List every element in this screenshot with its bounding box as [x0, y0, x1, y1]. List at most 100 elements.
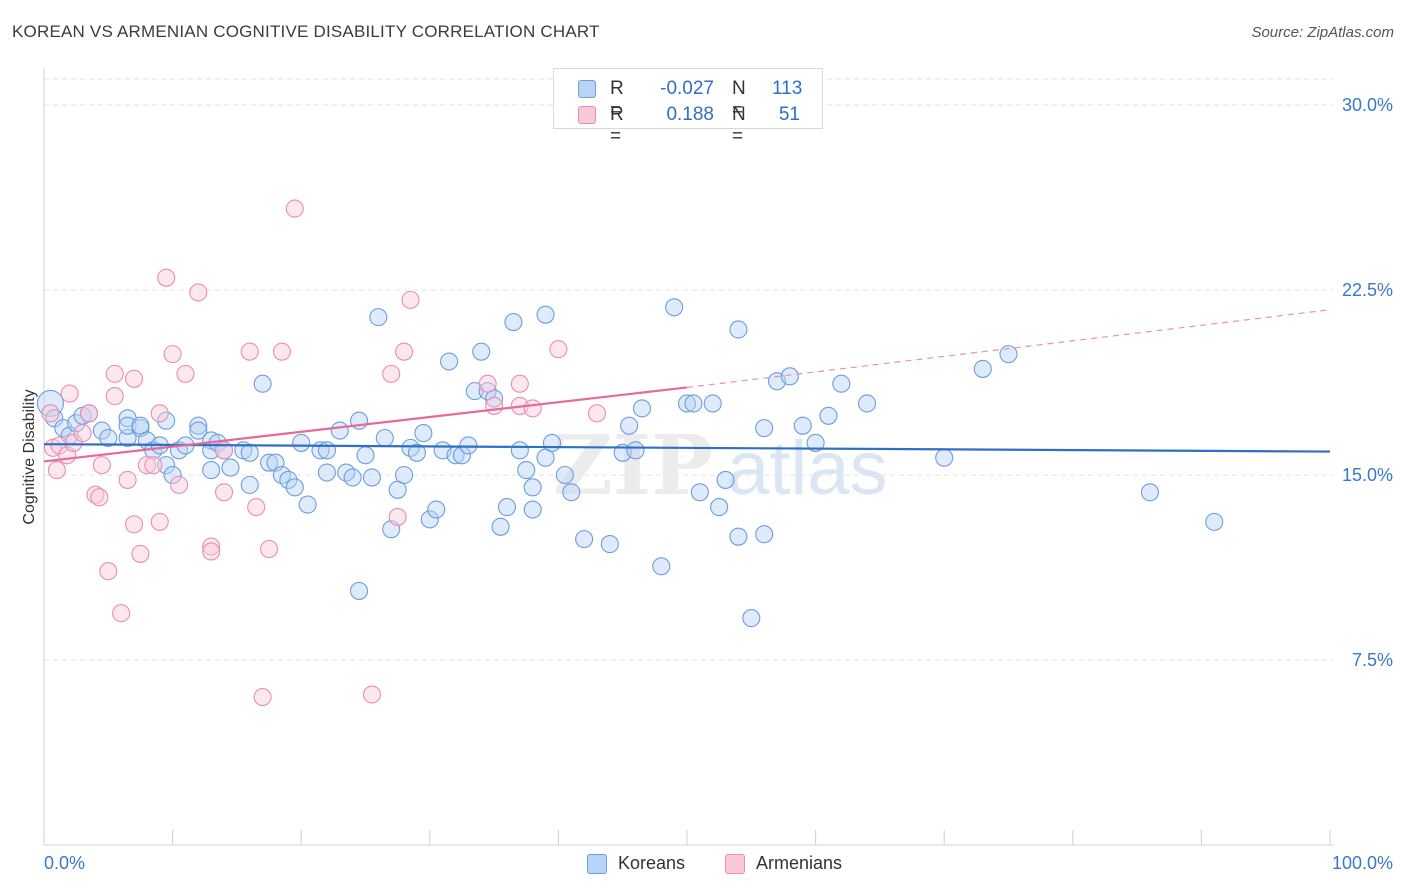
armenian-point: [362, 685, 381, 704]
armenian-point: [272, 342, 291, 361]
n-label: N =: [732, 104, 746, 147]
korean-point: [857, 394, 877, 413]
armenian-trend-line: [43, 386, 688, 463]
korean-point: [317, 463, 336, 482]
armenian-point: [478, 374, 497, 393]
watermark-zip: ZIP: [553, 418, 713, 514]
korean-point: [729, 527, 748, 546]
korean-point: [157, 456, 176, 475]
korean-point: [504, 313, 523, 332]
korean-point: [832, 374, 851, 393]
n-value: 51: [778, 104, 800, 125]
korean-point: [157, 411, 176, 430]
korean-point: [665, 298, 684, 317]
armenian-point: [64, 433, 83, 452]
korean-point: [279, 470, 298, 489]
korean-point: [292, 433, 311, 452]
korean-point: [652, 557, 671, 576]
armenian-point: [523, 399, 542, 418]
armenian-point: [79, 404, 99, 423]
korean-point: [330, 421, 349, 440]
korean-point: [317, 441, 336, 460]
x-ticks: [43, 830, 1331, 845]
armenian-point: [169, 475, 189, 494]
armenian-point: [60, 384, 79, 403]
armenian-point: [382, 364, 401, 383]
armenian-point: [41, 404, 60, 423]
korean-point: [118, 428, 137, 448]
armenian-point: [485, 396, 504, 415]
y-tick-labels: 7.5% 15.0% 22.5% 30.0%: [1342, 95, 1393, 670]
korean-point: [562, 483, 581, 502]
armenian-point: [285, 199, 304, 218]
armenian-point: [510, 374, 529, 393]
korean-point: [780, 367, 799, 386]
r-label: R =: [610, 104, 624, 147]
armenian-point: [202, 537, 221, 556]
korean-point: [259, 453, 279, 472]
korean-point: [369, 308, 388, 327]
r-value: -0.027: [660, 78, 714, 99]
y-tick-label: 7.5%: [1352, 650, 1393, 670]
n-value: 113: [772, 78, 803, 99]
korean-point: [343, 468, 362, 487]
korean-point: [240, 443, 259, 462]
korean-point: [632, 399, 652, 418]
korean-point: [253, 374, 272, 393]
armenian-point: [144, 456, 163, 475]
armenian-point: [253, 687, 272, 707]
armenian-point: [202, 542, 221, 561]
armenian-point: [163, 345, 182, 364]
korean-point: [600, 535, 619, 554]
armenian-point: [176, 364, 195, 383]
korean-point: [189, 421, 208, 440]
source-label: Source: ZipAtlas.com: [1251, 24, 1394, 41]
y-axis-label: Cognitive Disability: [21, 389, 38, 524]
korean-point: [517, 461, 536, 480]
r-value: 0.188: [666, 104, 714, 125]
armenian-point: [124, 515, 144, 534]
x-tick-labels: 0.0% 100.0%: [44, 853, 1393, 873]
armenian-point: [105, 387, 124, 406]
korean-point: [189, 416, 208, 435]
korean-point: [472, 342, 491, 361]
armenian-point: [401, 290, 420, 309]
armenian-point: [214, 483, 234, 502]
korean-point: [935, 448, 954, 467]
r-label: R =: [610, 78, 624, 121]
korean-point: [491, 517, 510, 536]
armenians-legend-swatch-icon: [725, 854, 745, 874]
armenians-swatch-icon: [578, 106, 596, 124]
korean-point: [716, 470, 735, 489]
y-tick-label: 22.5%: [1342, 280, 1393, 300]
armenian-point: [131, 544, 150, 563]
korean-point: [620, 416, 639, 435]
armenian-point: [157, 268, 176, 287]
armenian-point: [73, 424, 92, 443]
koreans-legend-label: Koreans: [618, 853, 686, 873]
armenian-point: [259, 539, 279, 559]
korean-point: [459, 436, 478, 455]
korean-point: [1140, 483, 1160, 502]
korean-point: [99, 428, 118, 448]
n-label: N =: [732, 78, 746, 121]
korean-point: [510, 441, 529, 460]
korean-point: [710, 498, 729, 517]
korean-point: [684, 394, 703, 413]
korean-point: [497, 498, 517, 517]
korean-point: [703, 394, 722, 413]
korean-point: [407, 443, 426, 462]
korean-point: [221, 458, 240, 477]
korean-point: [536, 305, 555, 324]
korean-point: [793, 416, 812, 435]
armenian-point: [118, 470, 137, 489]
armenians-legend-label: Armenians: [756, 853, 843, 873]
korean-point: [414, 424, 433, 443]
korean-point: [677, 394, 697, 413]
korean-point: [523, 478, 542, 497]
korean-point: [427, 500, 446, 519]
korean-point: [163, 465, 182, 485]
korean-point: [755, 419, 774, 438]
x-tick-label: 100.0%: [1332, 853, 1393, 873]
